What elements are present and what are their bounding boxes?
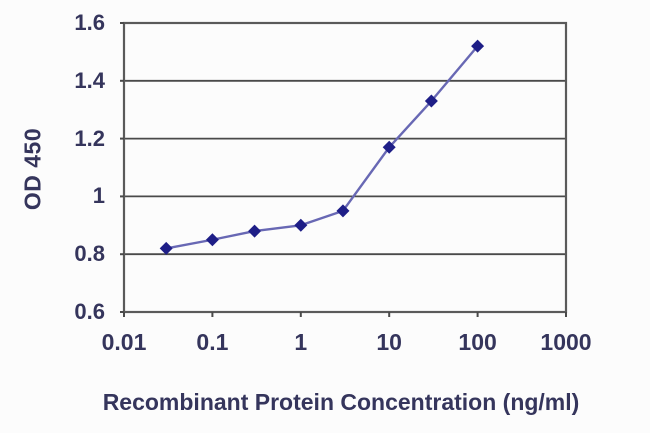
plot-border xyxy=(122,21,568,314)
series-line xyxy=(165,45,479,250)
data-point-marker xyxy=(424,94,438,108)
data-point-marker xyxy=(205,233,219,247)
y-tick-label: 1.4 xyxy=(74,67,105,93)
y-tick-label: 0.6 xyxy=(74,299,105,324)
data-point-marker xyxy=(382,140,396,154)
data-point-marker xyxy=(294,218,308,232)
data-point-marker xyxy=(159,241,173,255)
data-point-marker xyxy=(336,204,350,218)
x-axis-title: Recombinant Protein Concentration (ng/ml… xyxy=(102,389,580,415)
data-point-marker xyxy=(248,224,262,238)
y-tick-label: 0.8 xyxy=(74,241,105,267)
x-tick-label: 0.1 xyxy=(196,329,229,355)
x-tick-label: 0.01 xyxy=(101,329,147,355)
y-tick-label: 1 xyxy=(92,183,105,209)
x-tick-label: 10 xyxy=(376,329,402,355)
x-tick-label: 100 xyxy=(458,329,497,355)
y-tick-label: 1.6 xyxy=(74,10,105,35)
data-point-marker xyxy=(471,39,485,53)
y-tick-label: 1.2 xyxy=(74,125,105,151)
x-tick-label: 1 xyxy=(294,329,308,355)
x-tick-label: 1000 xyxy=(540,329,592,355)
